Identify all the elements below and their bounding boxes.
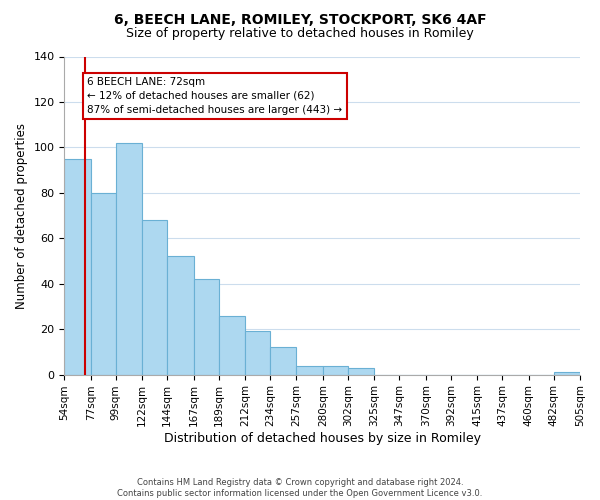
Text: Size of property relative to detached houses in Romiley: Size of property relative to detached ho… — [126, 28, 474, 40]
Bar — [245, 332, 270, 374]
Bar — [91, 193, 116, 374]
Bar — [167, 256, 194, 374]
Bar — [142, 220, 167, 374]
Bar — [554, 372, 580, 374]
Bar — [296, 366, 323, 374]
Bar — [348, 368, 374, 374]
Text: Contains HM Land Registry data © Crown copyright and database right 2024.
Contai: Contains HM Land Registry data © Crown c… — [118, 478, 482, 498]
Bar — [323, 366, 348, 374]
Bar — [64, 158, 91, 374]
Bar — [194, 279, 219, 374]
Text: 6 BEECH LANE: 72sqm
← 12% of detached houses are smaller (62)
87% of semi-detach: 6 BEECH LANE: 72sqm ← 12% of detached ho… — [87, 77, 343, 115]
Bar — [219, 316, 245, 374]
Text: 6, BEECH LANE, ROMILEY, STOCKPORT, SK6 4AF: 6, BEECH LANE, ROMILEY, STOCKPORT, SK6 4… — [113, 12, 487, 26]
X-axis label: Distribution of detached houses by size in Romiley: Distribution of detached houses by size … — [164, 432, 481, 445]
Y-axis label: Number of detached properties: Number of detached properties — [15, 122, 28, 308]
Bar — [270, 348, 296, 374]
Bar — [116, 143, 142, 374]
